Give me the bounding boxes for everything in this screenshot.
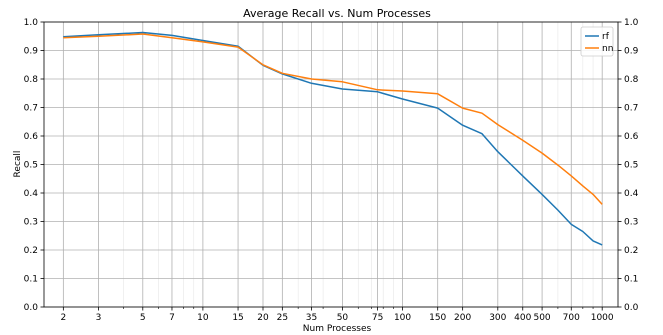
x-tick-label: 20 <box>257 313 269 323</box>
y-tick-label-right: 0.9 <box>624 47 639 57</box>
x-axis-title: Num Processes <box>303 324 372 334</box>
x-tick-label: 7 <box>169 313 175 323</box>
y-tick-label-left: 0.9 <box>24 47 39 57</box>
x-tick-label: 3 <box>96 313 102 323</box>
x-tick-label: 50 <box>337 313 349 323</box>
x-tick-label: 150 <box>429 313 446 323</box>
y-tick-label-left: 0.4 <box>24 189 39 199</box>
y-tick-label-right: 0.3 <box>624 218 638 228</box>
y-tick-label-left: 0.1 <box>24 275 38 285</box>
y-tick-label-right: 0.8 <box>624 75 639 85</box>
axis-layer: 2 3 5 7 10 15 20 25 35 50 75 100 150 200 300 400 500 700 1… <box>24 18 639 323</box>
y-tick-label-right: 0.7 <box>624 104 638 114</box>
x-tick-label: 500 <box>533 313 550 323</box>
legend-label-rf: rf <box>602 32 610 42</box>
y-tick-label-left: 0.6 <box>24 132 39 142</box>
y-tick-label-left: 0.8 <box>24 75 39 85</box>
legend-label-nn: nn <box>602 44 613 54</box>
x-tick-label: 15 <box>232 313 243 323</box>
legend: rf nn <box>580 26 613 57</box>
y-tick-label-left: 0.0 <box>24 303 39 313</box>
y-tick-label-left: 0.5 <box>24 161 38 171</box>
series-line-nn <box>63 33 603 205</box>
x-tick-label: 2 <box>60 313 66 323</box>
y-tick-label-right: 0.0 <box>624 303 639 313</box>
y-tick-label-left: 1.0 <box>24 18 39 28</box>
x-tick-label: 300 <box>489 313 506 323</box>
y-tick-label-right: 0.6 <box>624 132 639 142</box>
x-tick-label: 10 <box>197 313 209 323</box>
y-tick-label-right: 1.0 <box>624 18 639 28</box>
y-tick-label-left: 0.2 <box>24 246 38 256</box>
y-tick-label-right: 0.5 <box>624 161 638 171</box>
y-tick-label-right: 0.1 <box>624 275 638 285</box>
plot-frame <box>43 21 619 308</box>
x-tick-label: 5 <box>140 313 146 323</box>
y-axis-title: Recall <box>13 151 23 178</box>
y-tick-label-left: 0.7 <box>24 104 38 114</box>
y-tick-label-right: 0.4 <box>624 189 639 199</box>
grid-layer <box>44 21 618 308</box>
x-tick-label: 200 <box>454 313 471 323</box>
series-line-rf <box>63 31 603 246</box>
x-tick-label: 700 <box>563 313 580 323</box>
x-tick-label: 75 <box>372 313 383 323</box>
x-tick-label: 25 <box>277 313 288 323</box>
x-tick-label: 35 <box>306 313 317 323</box>
y-tick-label-right: 0.2 <box>624 246 638 256</box>
x-tick-label: 400 <box>514 313 531 323</box>
x-tick-label: 100 <box>394 313 411 323</box>
x-tick-label: 1000 <box>591 313 614 323</box>
series-layer <box>63 31 603 246</box>
y-tick-label-left: 0.3 <box>24 218 38 228</box>
chart-title: Average Recall vs. Num Processes <box>243 7 431 20</box>
